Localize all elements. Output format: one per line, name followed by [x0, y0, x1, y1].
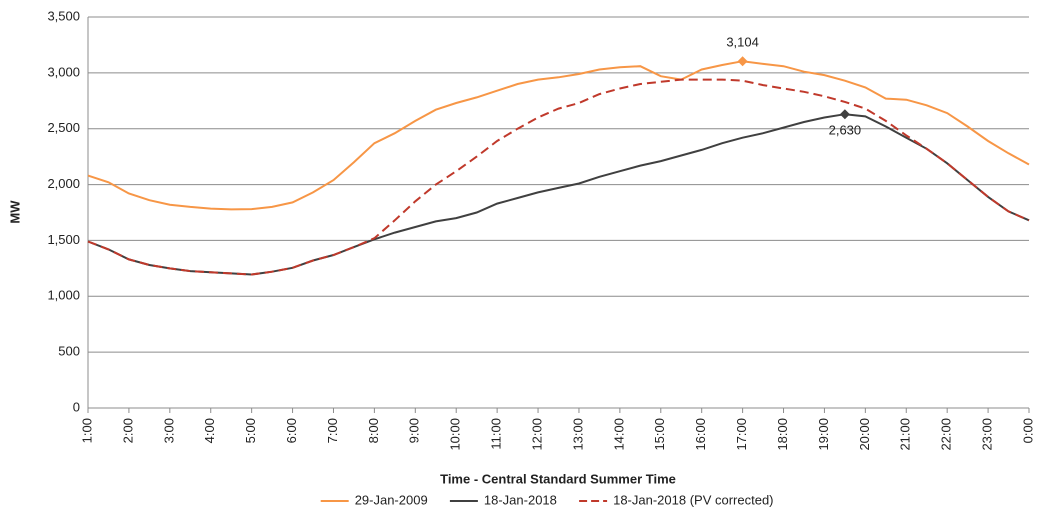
y-tick-label: 0 [73, 399, 80, 414]
x-tick-label: 13:00 [570, 418, 585, 451]
y-tick-label: 500 [58, 344, 80, 359]
point-marker [839, 109, 850, 120]
x-tick-label: 16:00 [693, 418, 708, 451]
series-line [87, 60, 1030, 211]
x-tick-label: 23:00 [980, 418, 995, 451]
x-tick-label: 4:00 [202, 418, 217, 443]
x-tick-label: 12:00 [529, 418, 544, 451]
x-tick-label: 6:00 [284, 418, 299, 443]
x-tick-label: 18:00 [775, 418, 790, 451]
x-tick-label: 17:00 [734, 418, 749, 451]
x-tick-label: 11:00 [489, 418, 504, 450]
x-tick-label: 3:00 [161, 418, 176, 443]
x-tick-label: 14:00 [611, 418, 626, 451]
y-tick-label: 2,500 [47, 120, 80, 135]
legend-label: 18-Jan-2018 (PV corrected) [613, 492, 773, 507]
series-line [87, 78, 1030, 276]
x-axis-title: Time - Central Standard Summer Time [440, 471, 676, 486]
x-tick-label: 0:00 [1020, 418, 1035, 443]
x-tick-label: 1:00 [79, 418, 94, 443]
value-label: 3,104 [726, 35, 759, 50]
x-tick-label: 22:00 [939, 418, 954, 451]
series-line [87, 113, 1030, 276]
y-tick-label: 2,000 [47, 176, 80, 191]
y-tick-label: 1,000 [47, 288, 80, 303]
legend-label: 18-Jan-2018 [484, 492, 557, 507]
x-tick-label: 15:00 [652, 418, 667, 451]
point-marker [737, 56, 748, 67]
x-tick-label: 2:00 [120, 418, 135, 443]
value-label: 2,630 [829, 123, 862, 138]
y-axis-title: MW [7, 200, 22, 224]
x-tick-label: 21:00 [898, 418, 913, 451]
x-tick-label: 20:00 [857, 418, 872, 451]
x-tick-label: 5:00 [243, 418, 258, 443]
legend-label: 29-Jan-2009 [355, 492, 428, 507]
x-tick-label: 7:00 [325, 418, 340, 443]
y-tick-label: 1,500 [47, 232, 80, 247]
x-tick-label: 10:00 [448, 418, 463, 451]
x-tick-label: 8:00 [366, 418, 381, 443]
y-tick-label: 3,000 [47, 64, 80, 79]
x-tick-label: 9:00 [407, 418, 422, 443]
y-tick-label: 3,500 [47, 8, 80, 23]
x-tick-label: 19:00 [816, 418, 831, 451]
